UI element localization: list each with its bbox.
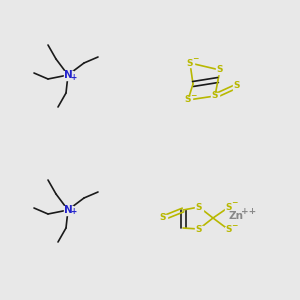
Text: Zn: Zn — [229, 211, 244, 221]
Bar — [195, 203, 203, 211]
Text: S: S — [160, 214, 166, 223]
Text: −: − — [190, 92, 196, 100]
Text: S: S — [187, 58, 193, 68]
Bar — [159, 214, 167, 221]
Bar — [225, 203, 233, 211]
Bar — [64, 206, 73, 214]
Text: S: S — [226, 202, 232, 211]
Text: S: S — [212, 92, 218, 100]
Bar — [64, 70, 73, 80]
Text: S: S — [217, 65, 223, 74]
Bar — [184, 97, 192, 104]
Text: S: S — [185, 95, 191, 104]
Text: N: N — [64, 70, 72, 80]
Text: ++: ++ — [242, 206, 256, 215]
Bar — [195, 226, 203, 232]
Text: S: S — [226, 226, 232, 235]
Text: S: S — [196, 202, 202, 211]
Bar — [216, 67, 224, 73]
Bar — [186, 59, 194, 67]
Text: N: N — [64, 205, 72, 215]
Text: S: S — [196, 224, 202, 233]
Text: −: − — [231, 199, 237, 208]
Text: +: + — [70, 208, 76, 217]
Text: +: + — [70, 73, 76, 82]
Text: −: − — [231, 221, 237, 230]
Bar — [233, 82, 241, 89]
Bar — [225, 226, 233, 233]
Bar — [211, 92, 219, 100]
Text: S: S — [234, 82, 240, 91]
Text: −: − — [192, 55, 198, 64]
